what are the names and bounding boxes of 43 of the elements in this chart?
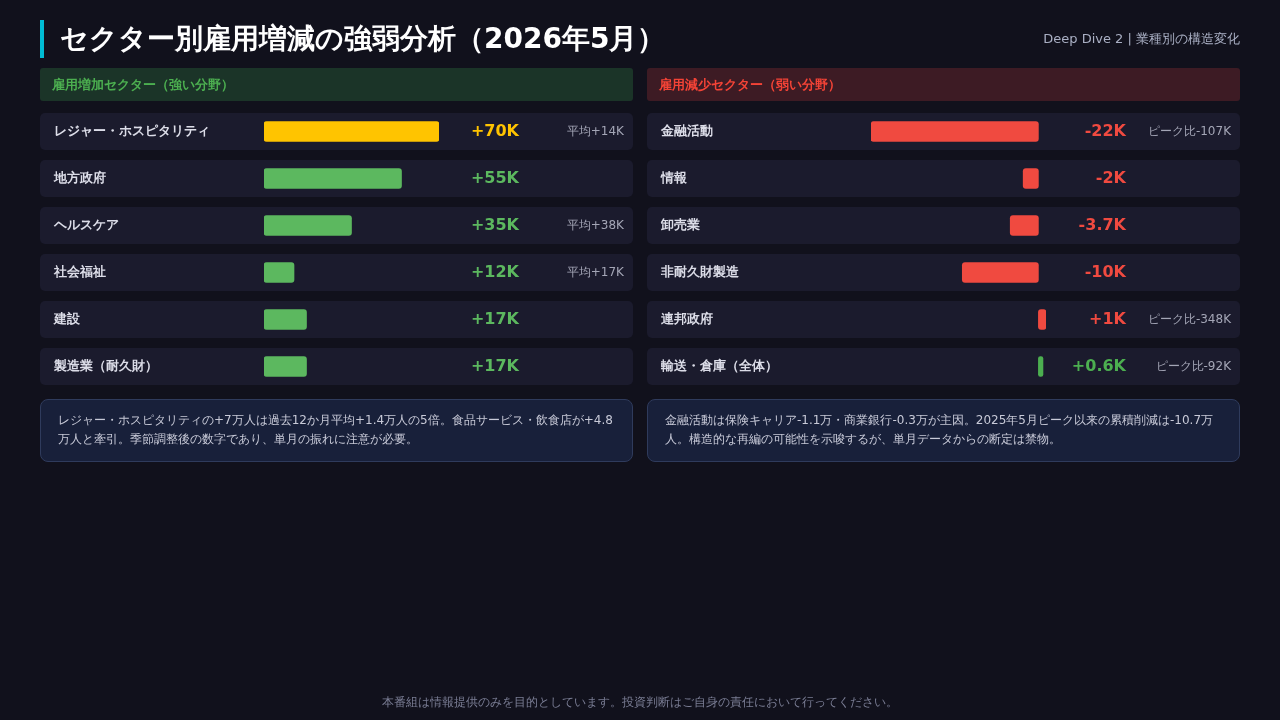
text: ピーク比-107K (1147, 123, 1233, 138)
text: 平均+14K (566, 123, 626, 138)
data-label: +70K (470, 120, 520, 140)
y-tick-label: 連邦政府 (660, 310, 713, 326)
bar (264, 121, 439, 142)
data-label: +12K (470, 261, 520, 281)
y-tick-label: 社会福祉 (53, 263, 106, 279)
bar (264, 215, 352, 236)
data-label: -2K (1095, 167, 1127, 187)
text: 平均+17K (566, 264, 626, 279)
y-tick-label: ヘルスケア (53, 216, 119, 232)
text: ピーク比-348K (1147, 311, 1233, 326)
y-tick-label: 非耐久財製造 (660, 263, 740, 279)
data-label: +17K (470, 308, 520, 328)
data-label: -22K (1084, 120, 1127, 140)
text: ピーク比-92K (1155, 358, 1233, 373)
data-label: +17K (470, 355, 520, 375)
y-tick-label: 建設 (53, 310, 81, 326)
y-tick-label: 卸売業 (660, 216, 700, 232)
data-label: -3.7K (1078, 214, 1127, 234)
data-label: -10K (1084, 261, 1127, 281)
text: レジャー・ホスピタリティの+7万人は過去12か月平均+1.4万人の5倍。食品サービス・飲食店が+4.8万人と牽引。季節調整後の数字であり、単月の振れに注意が必要。 (40, 399, 633, 462)
text: 雇用増加セクター（強い分野） (40, 68, 633, 101)
y-tick-label: 地方政府 (53, 169, 106, 185)
bar (264, 168, 402, 189)
text: Deep Dive 2 | 業種別の構造変化 (1043, 30, 1240, 48)
bar (264, 262, 295, 283)
text: 平均+38K (566, 217, 626, 232)
data-label: +1K (1089, 308, 1127, 328)
y-tick-label: 金融活動 (660, 122, 713, 138)
y-tick-label: 輸送・倉庫（全体） (660, 357, 778, 373)
text: セクター別雇用増減の強弱分析（2026年5月） (60, 21, 666, 57)
y-tick-label: レジャー・ホスピタリティ (54, 122, 210, 138)
bar (264, 309, 307, 330)
text: 雇用減少セクター（弱い分野） (647, 68, 1240, 101)
data-label: +0.6K (1071, 355, 1127, 375)
y-tick-label: 製造業（耐久財） (53, 357, 158, 373)
data-label: +35K (470, 214, 520, 234)
bar (264, 356, 307, 377)
text: 本番組は情報提供のみを目的としています。投資判断はご自身の責任において行ってください。 (381, 694, 899, 711)
y-tick-label: 情報 (660, 169, 688, 185)
data-label: +55K (470, 167, 520, 187)
text: 金融活動は保険キャリア-1.1万・商業銀行-0.3万が主因。2025年5月ピーク以来の累積削減は-10.7万人。構造的な再編の可能性を示唆するが、単月データからの断定は禁物。 (647, 399, 1240, 462)
